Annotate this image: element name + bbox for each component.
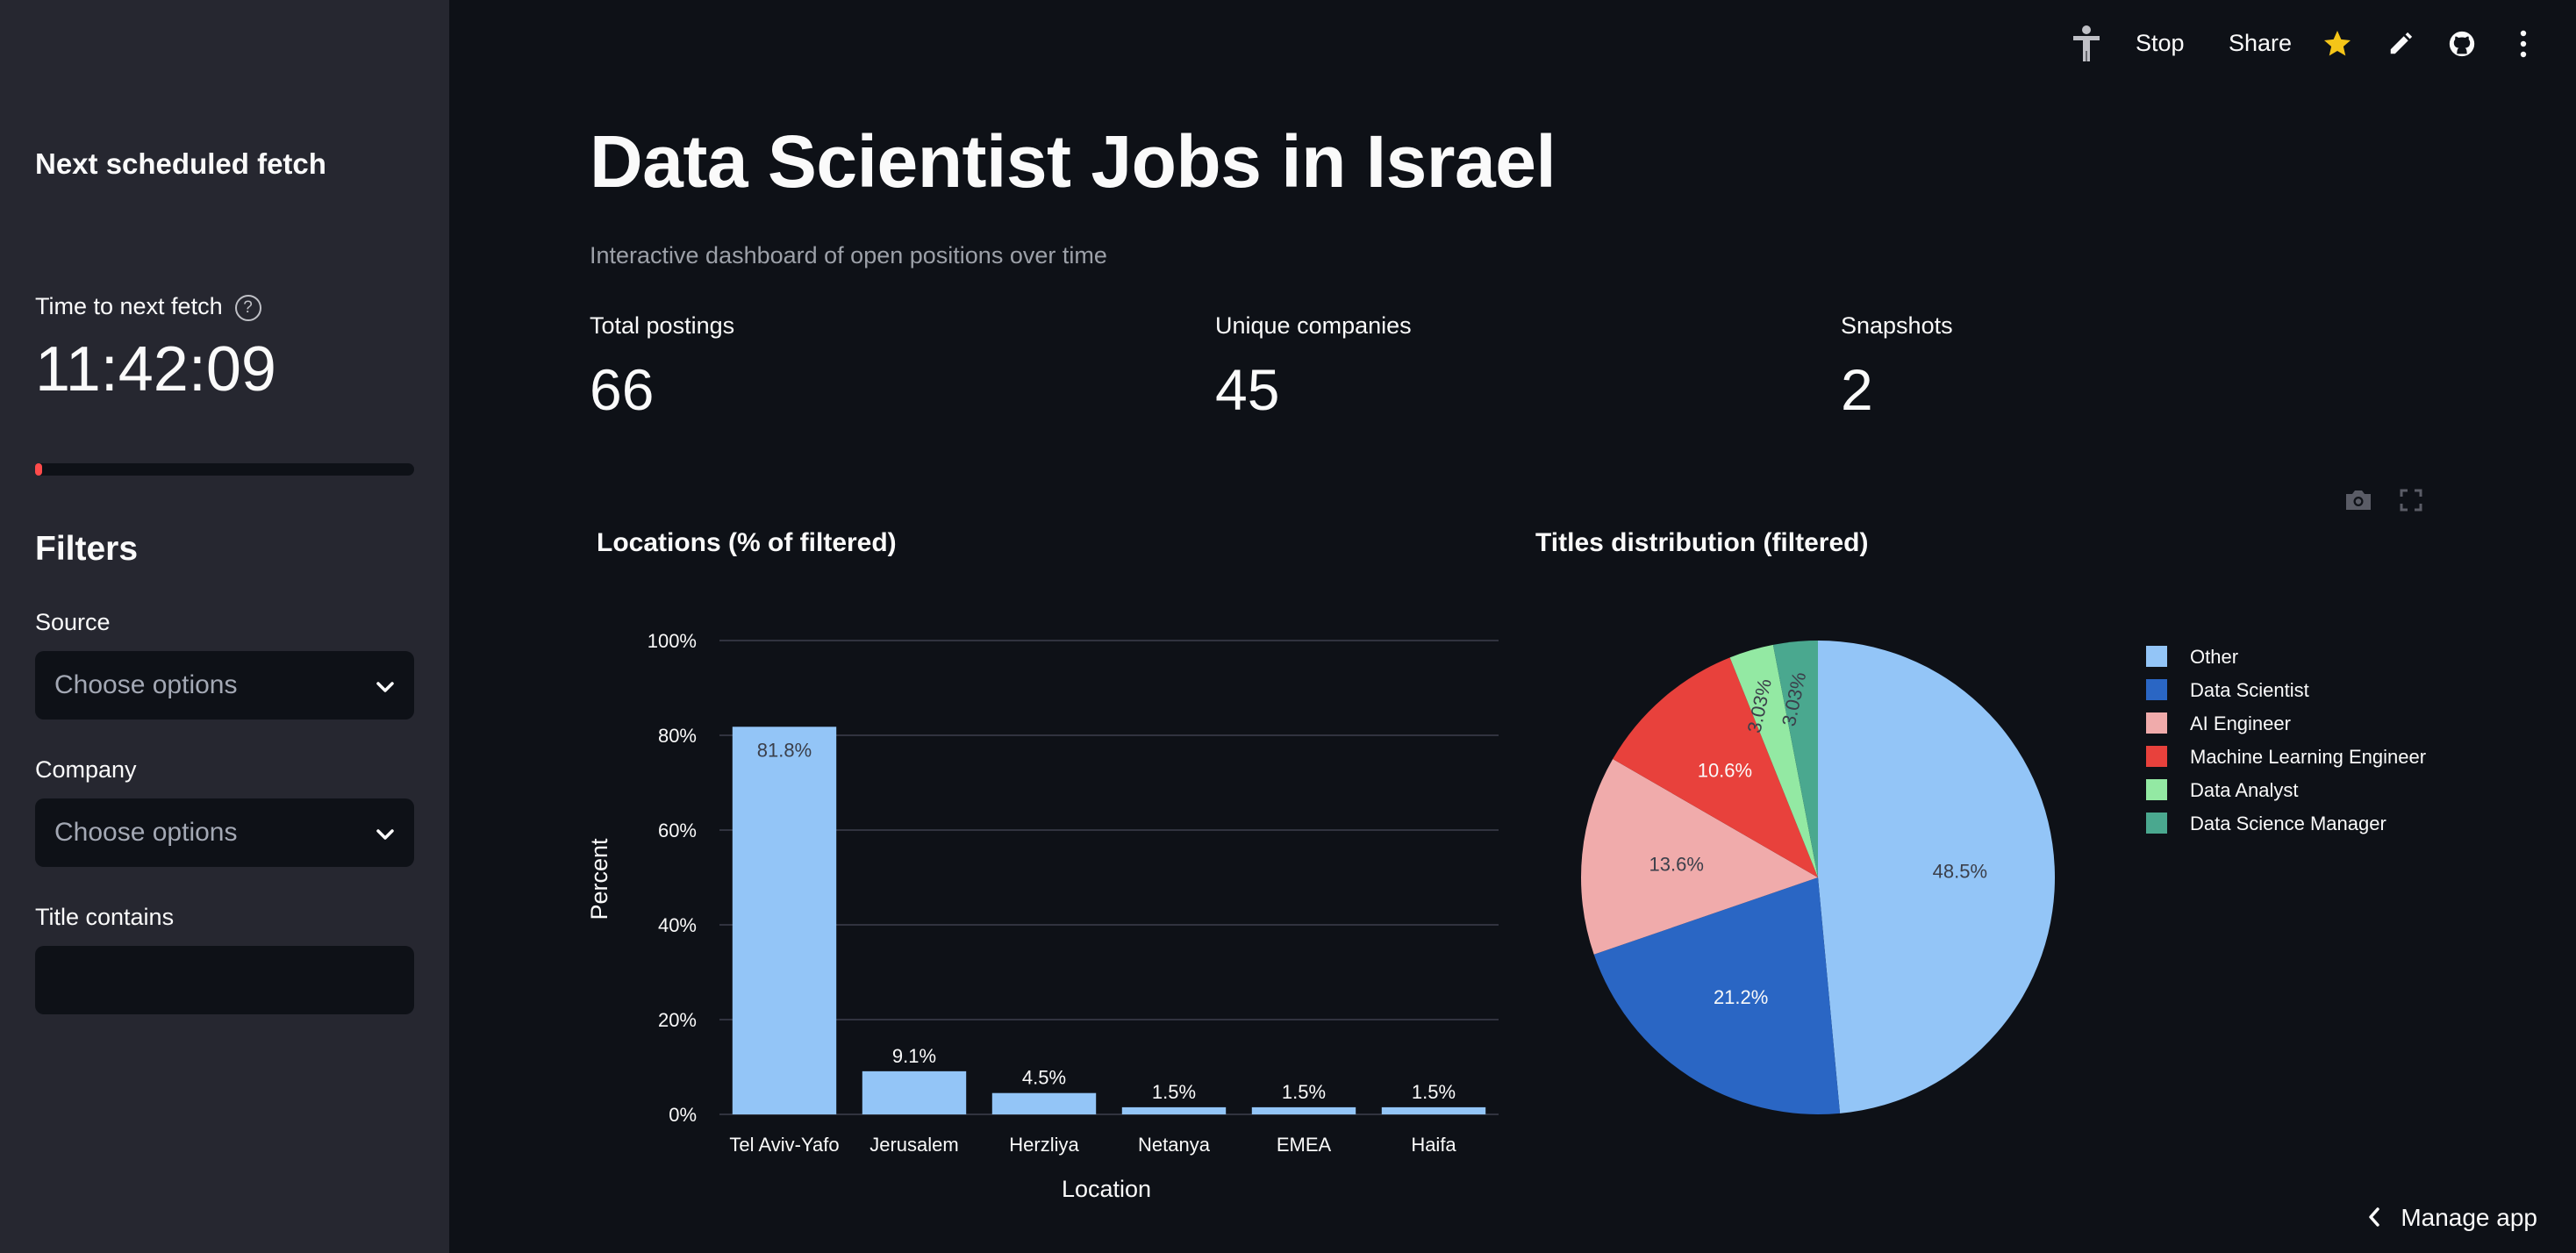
- pie-slice[interactable]: [1581, 759, 1818, 955]
- source-label: Source: [35, 609, 111, 635]
- bar-x-tick-label: Netanya: [1138, 1134, 1211, 1156]
- legend-swatch[interactable]: [2146, 646, 2167, 667]
- chevron-left-icon: [2367, 1206, 2381, 1234]
- page-title: Data Scientist Jobs in Israel: [590, 120, 1556, 203]
- sidebar-heading: Next scheduled fetch: [35, 147, 326, 180]
- bar-data-label: 1.5%: [1282, 1081, 1326, 1103]
- company-label: Company: [35, 756, 137, 783]
- metric-total-value: 66: [590, 357, 655, 422]
- fullscreen-icon[interactable]: [2394, 483, 2429, 518]
- camera-icon[interactable]: [2341, 483, 2376, 518]
- chevron-down-icon: [376, 670, 395, 700]
- bar-data-label: 81.8%: [757, 739, 812, 761]
- legend-item-label[interactable]: Other: [2190, 646, 2238, 668]
- bar[interactable]: [991, 1092, 1097, 1114]
- edit-icon[interactable]: [2383, 26, 2418, 61]
- pie-slice[interactable]: [1772, 641, 1818, 877]
- fetch-progress-bar: [35, 463, 414, 476]
- bar-data-label: 9.1%: [892, 1045, 936, 1067]
- metric-companies-label: Unique companies: [1215, 312, 1412, 339]
- legend-swatch[interactable]: [2146, 779, 2167, 800]
- stop-button[interactable]: Stop: [2136, 30, 2185, 56]
- fetch-progress-fill: [35, 463, 42, 476]
- filters-heading: Filters: [35, 530, 139, 568]
- bar-x-tick-label: Haifa: [1411, 1134, 1456, 1156]
- pie-data-label: 13.6%: [1649, 853, 1704, 875]
- legend-item-label[interactable]: Data Scientist: [2190, 679, 2309, 701]
- legend-swatch[interactable]: [2146, 679, 2167, 700]
- manage-app-button[interactable]: Manage app: [2367, 1204, 2537, 1234]
- bar[interactable]: [862, 1070, 967, 1114]
- metric-snapshots-label: Snapshots: [1841, 312, 1953, 339]
- share-button[interactable]: Share: [2229, 30, 2293, 56]
- legend-item-label[interactable]: Machine Learning Engineer: [2190, 746, 2426, 768]
- bar[interactable]: [1381, 1106, 1486, 1114]
- metric-total-label: Total postings: [590, 312, 735, 339]
- company-placeholder: Choose options: [54, 818, 238, 847]
- bar-y-tick-label: 60%: [658, 820, 697, 841]
- legend-item-label[interactable]: AI Engineer: [2190, 712, 2291, 734]
- company-select[interactable]: Choose options: [35, 798, 414, 867]
- bar-x-axis-label: Location: [1062, 1176, 1151, 1202]
- manage-app-label: Manage app: [2401, 1204, 2537, 1231]
- bar-y-tick-label: 40%: [658, 914, 697, 936]
- bar-y-tick-label: 100%: [648, 630, 697, 652]
- star-icon[interactable]: [2320, 26, 2355, 61]
- timer-label-row: Time to next fetch?: [35, 293, 261, 321]
- page-subtitle: Interactive dashboard of open positions …: [590, 242, 1107, 268]
- more-menu-icon[interactable]: [2506, 26, 2541, 61]
- pie-data-label: 48.5%: [1933, 860, 1987, 882]
- bar-chart-title: Locations (% of filtered): [597, 528, 897, 557]
- bar-x-tick-label: EMEA: [1277, 1134, 1332, 1156]
- bar-y-tick-label: 0%: [669, 1104, 697, 1126]
- legend-item-label[interactable]: Data Science Manager: [2190, 813, 2386, 834]
- pie-slice[interactable]: [1613, 657, 1818, 877]
- bar[interactable]: [1121, 1106, 1227, 1114]
- bar-x-tick-label: Tel Aviv-Yafo: [729, 1134, 839, 1156]
- countdown-timer: 11:42:09: [35, 334, 276, 405]
- bar-data-label: 1.5%: [1412, 1081, 1456, 1103]
- bar-data-label: 4.5%: [1022, 1067, 1066, 1089]
- accessibility-icon[interactable]: [2069, 25, 2104, 61]
- bar-x-tick-label: Herzliya: [1009, 1134, 1079, 1156]
- source-select[interactable]: Choose options: [35, 651, 414, 720]
- legend-swatch[interactable]: [2146, 813, 2167, 834]
- legend-item-label[interactable]: Data Analyst: [2190, 779, 2299, 801]
- legend-swatch[interactable]: [2146, 746, 2167, 767]
- help-icon[interactable]: ?: [234, 294, 261, 321]
- pie-data-label: 10.6%: [1698, 760, 1752, 782]
- pie-slice[interactable]: [1593, 877, 1841, 1114]
- source-placeholder: Choose options: [54, 670, 238, 699]
- pie-data-label: 21.2%: [1714, 986, 1768, 1008]
- bar-y-tick-label: 80%: [658, 725, 697, 747]
- bar-y-tick-label: 20%: [658, 1009, 697, 1031]
- bar-y-axis-label: Percent: [586, 838, 612, 920]
- title-contains-input[interactable]: [35, 946, 414, 1014]
- pie-slice[interactable]: [1818, 641, 2055, 1113]
- bar-data-label: 1.5%: [1152, 1081, 1196, 1103]
- pie-slice[interactable]: [1729, 644, 1818, 877]
- bar[interactable]: [732, 727, 837, 1114]
- bar[interactable]: [1251, 1106, 1356, 1114]
- legend-swatch[interactable]: [2146, 712, 2167, 734]
- pie-chart-title: Titles distribution (filtered): [1535, 528, 1869, 557]
- titles-pie-chart: 48.5%21.2%13.6%10.6%3.03% 3.03% OtherData…: [1581, 641, 2426, 1114]
- github-icon[interactable]: [2444, 26, 2479, 61]
- metric-snapshots-value: 2: [1841, 357, 1873, 422]
- bar-x-tick-label: Jerusalem: [869, 1134, 958, 1156]
- timer-label: Time to next fetch: [35, 293, 223, 319]
- locations-bar-chart: 0% 20% 40% 60% 80% 100% 81.8% 9.1% 4.5% 1.5% 1.5%…: [586, 630, 1499, 1202]
- chevron-down-icon: [376, 818, 395, 848]
- title-contains-label: Title contains: [35, 904, 175, 930]
- metric-companies-value: 45: [1215, 357, 1280, 422]
- sidebar: Next scheduled fetch Time to next fetch?…: [0, 0, 449, 1253]
